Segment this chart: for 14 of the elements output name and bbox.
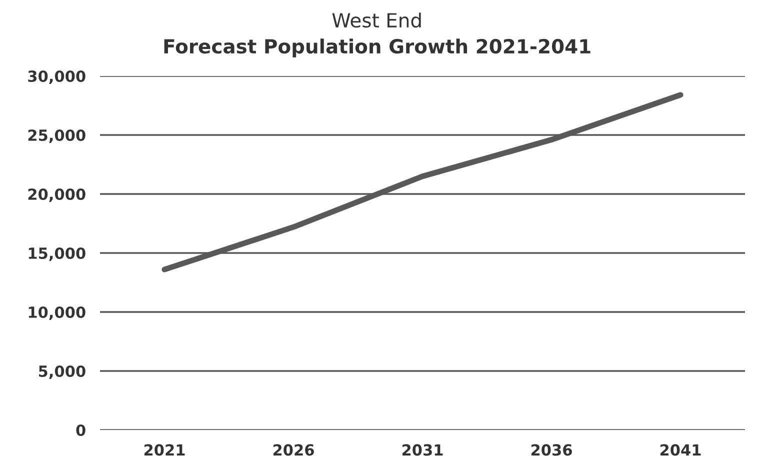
y-tick-label: 5,000 (38, 365, 86, 379)
y-tick-label: 20,000 (28, 188, 86, 202)
y-tick-label: 30,000 (28, 70, 86, 84)
y-tick-label: 15,000 (28, 247, 86, 261)
x-tick-label: 2026 (273, 444, 314, 456)
x-tick-label: 2021 (144, 444, 185, 456)
x-tick-label: 2041 (660, 444, 701, 456)
x-tick-label: 2036 (531, 444, 572, 456)
chart-subtitle: Forecast Population Growth 2021-2041 (164, 38, 590, 58)
y-tick-label: 25,000 (28, 129, 86, 143)
y-tick-label: 10,000 (28, 306, 86, 320)
x-tick-label: 2031 (402, 444, 443, 456)
y-tick-label: 0 (76, 424, 86, 436)
chart-title: West End (332, 12, 421, 28)
